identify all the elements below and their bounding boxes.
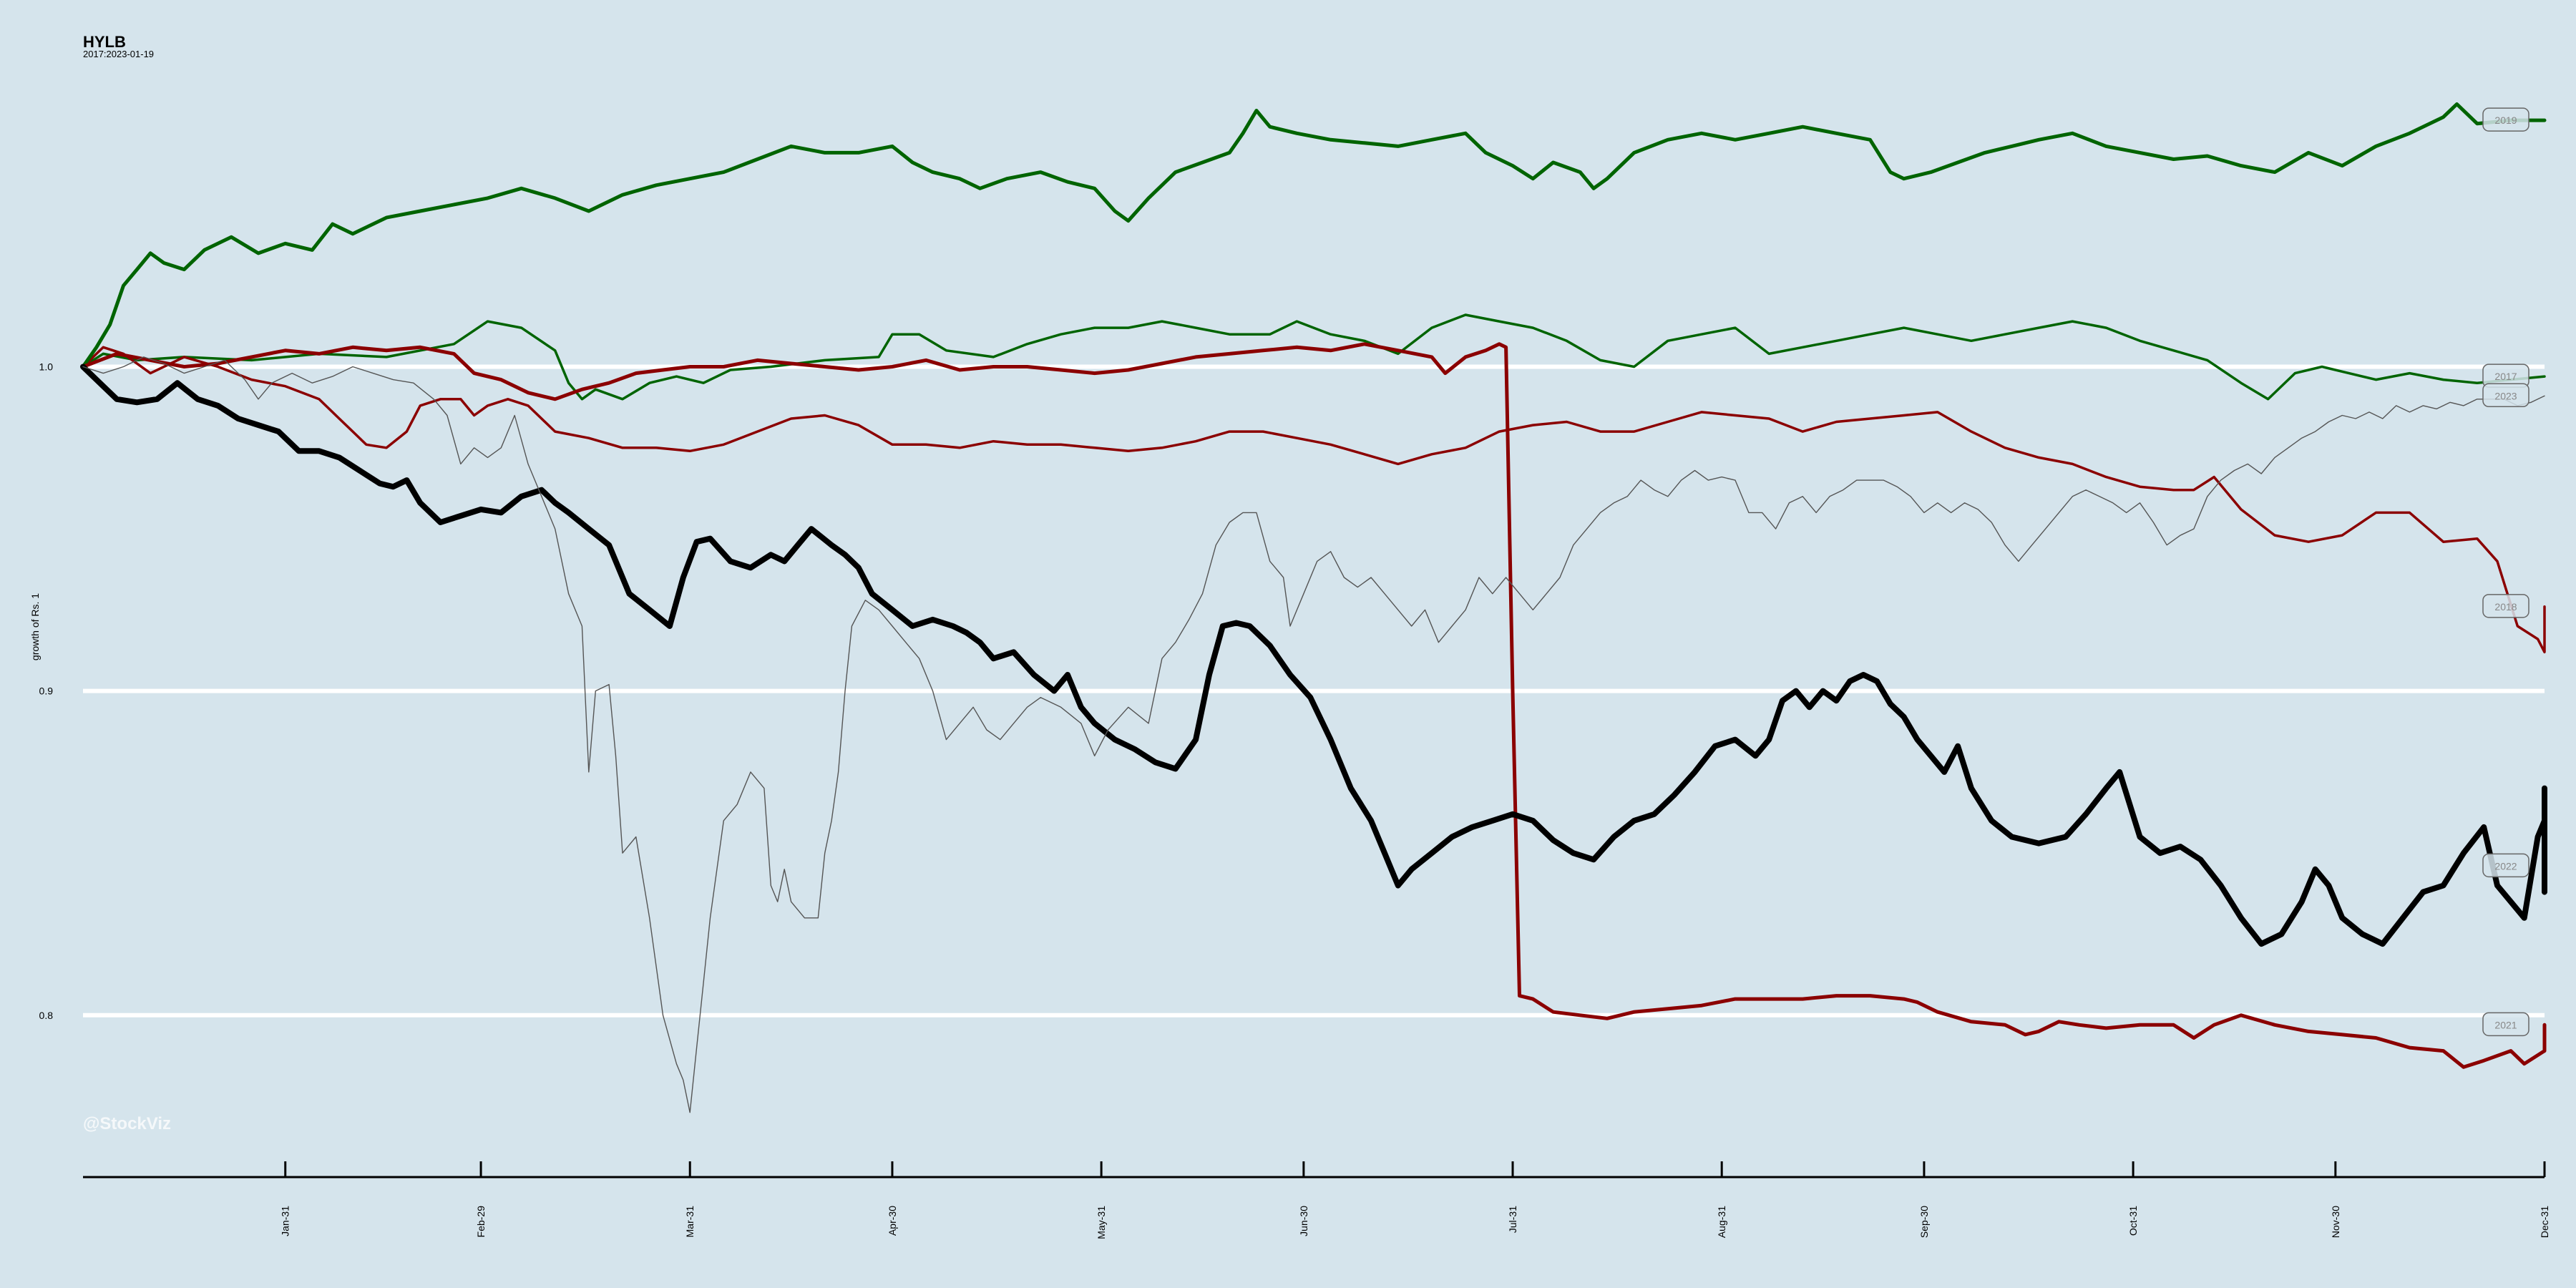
x-tick-label: Nov-30 bbox=[2330, 1206, 2341, 1238]
x-tick-label: Jun-30 bbox=[1298, 1206, 1309, 1236]
chart-subtitle: 2017:2023-01-19 bbox=[83, 49, 154, 59]
x-tick-label: Aug-31 bbox=[1716, 1206, 1727, 1238]
end-label-text: 2017 bbox=[2494, 371, 2517, 382]
series-line-2017 bbox=[82, 313, 2546, 401]
x-tick-label: Apr-30 bbox=[887, 1206, 898, 1236]
x-tick-label: May-31 bbox=[1096, 1206, 1107, 1239]
x-tick-label: Jan-31 bbox=[280, 1206, 291, 1236]
end-label-box bbox=[2482, 594, 2529, 618]
series-line-2021 bbox=[81, 342, 2547, 1069]
x-tick-label: Dec-31 bbox=[2539, 1206, 2550, 1238]
end-label-box bbox=[2482, 853, 2529, 878]
end-label-box bbox=[2482, 107, 2529, 132]
x-tick-label: Mar-31 bbox=[684, 1206, 696, 1238]
end-label-box bbox=[2482, 383, 2529, 408]
series-line-2022 bbox=[80, 364, 2547, 947]
series-end-label-2023: 2023 bbox=[2482, 383, 2529, 408]
series-end-label-2018: 2018 bbox=[2482, 594, 2529, 618]
x-tick-label: Oct-31 bbox=[2127, 1206, 2139, 1236]
end-label-text: 2021 bbox=[2494, 1019, 2517, 1030]
y-tick-labels: 0.8 0.9 1.0 bbox=[39, 361, 54, 1021]
y-tick-label: 0.9 bbox=[39, 686, 54, 697]
x-axis: Jan-31 Feb-29 Mar-31 Apr-30 May-31 Jun-30 Jul-… bbox=[83, 1161, 2550, 1239]
series-end-label-2019: 2019 bbox=[2482, 107, 2529, 132]
chart-title: HYLB bbox=[83, 33, 126, 51]
series-line-2018 bbox=[82, 346, 2546, 654]
watermark: @StockViz bbox=[83, 1114, 171, 1133]
grid-lines bbox=[83, 364, 2545, 1018]
series-line-2019 bbox=[81, 102, 2547, 369]
y-tick-label: 0.8 bbox=[39, 1010, 54, 1021]
end-label-text: 2022 bbox=[2494, 860, 2517, 872]
end-label-text: 2019 bbox=[2494, 114, 2517, 126]
y-axis-label: growth of Rs. 1 bbox=[29, 593, 41, 660]
x-tick-label: Feb-29 bbox=[475, 1206, 487, 1238]
series-end-label-2017: 2017 bbox=[2482, 364, 2529, 388]
end-label-text: 2018 bbox=[2494, 601, 2517, 613]
x-tick-label: Sep-30 bbox=[1918, 1206, 1930, 1238]
y-tick-label: 1.0 bbox=[39, 361, 54, 373]
series-lines bbox=[80, 102, 2547, 1113]
x-tick-label: Jul-31 bbox=[1507, 1206, 1518, 1233]
series-end-labels: 2017 2018 2019 2021 2022 2023 bbox=[2482, 107, 2529, 1037]
series-end-label-2021: 2021 bbox=[2482, 1012, 2529, 1037]
series-line-2023 bbox=[82, 356, 2545, 1113]
series-end-label-2022: 2022 bbox=[2482, 853, 2529, 878]
end-label-box bbox=[2482, 1012, 2529, 1037]
end-label-text: 2023 bbox=[2494, 390, 2517, 401]
